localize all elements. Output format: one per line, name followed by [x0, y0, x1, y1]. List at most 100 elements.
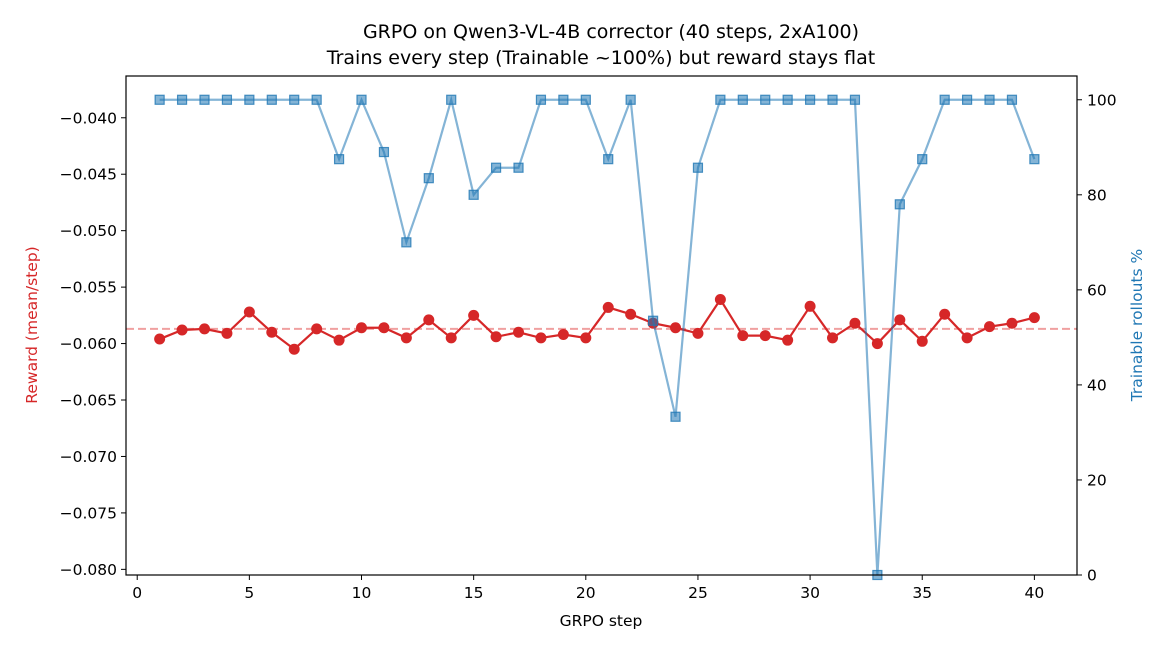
trainable-point — [984, 94, 995, 105]
reward-point — [490, 331, 502, 343]
trainable-point — [625, 94, 636, 105]
y-right-tick-label: 0 — [1087, 567, 1097, 585]
trainable-point — [939, 94, 950, 105]
trainable-point — [535, 94, 547, 105]
reward-point — [356, 322, 368, 334]
trainable-point — [266, 94, 277, 105]
trainable-point — [670, 411, 681, 422]
reward-point — [513, 326, 525, 338]
reward-point — [984, 321, 996, 333]
y-right-axis-label: Trainable rollouts % — [1128, 249, 1146, 403]
x-tick-label: 40 — [1025, 584, 1045, 602]
reward-point — [311, 323, 323, 335]
chart-title: GRPO on Qwen3-VL-4B corrector (40 steps,… — [363, 21, 859, 43]
reward-point — [221, 327, 233, 339]
reward-point — [468, 309, 480, 321]
y-left-tick-label: −0.050 — [60, 222, 117, 240]
reward-point — [849, 317, 861, 329]
reward-point — [266, 326, 278, 338]
reward-point — [916, 335, 928, 347]
trainable-point — [692, 162, 704, 173]
y-left-axis-label: Reward (mean/step) — [23, 246, 41, 403]
y-right-tick-label: 40 — [1087, 376, 1107, 394]
reward-point — [1006, 317, 1018, 329]
trainable-point — [356, 94, 367, 105]
reward-point — [580, 332, 592, 344]
x-tick-label: 20 — [576, 584, 596, 602]
x-tick-label: 5 — [244, 584, 254, 602]
x-tick-label: 10 — [352, 584, 372, 602]
trainable-point — [490, 162, 502, 173]
x-tick-label: 35 — [912, 584, 932, 602]
x-tick-label: 30 — [800, 584, 820, 602]
reward-point — [445, 332, 457, 344]
reward-point — [894, 314, 906, 326]
reward-point — [670, 322, 682, 334]
trainable-point — [311, 94, 322, 105]
trainable-point — [423, 173, 434, 184]
trainable-point — [401, 237, 412, 248]
reward-point — [625, 308, 637, 320]
trainable-series-line — [159, 95, 1036, 576]
reward-point — [782, 334, 794, 346]
reward-point — [557, 329, 569, 341]
y-left-tick-label: −0.065 — [60, 392, 117, 410]
reward-series-line — [159, 297, 1035, 351]
trainable-point — [961, 94, 973, 105]
reward-point — [692, 327, 704, 339]
reward-point — [243, 306, 255, 318]
reward-point — [378, 322, 390, 334]
reward-point — [400, 332, 412, 344]
y-left-tick-label: −0.040 — [60, 109, 117, 127]
y-left-tick-label: −0.045 — [60, 166, 117, 184]
reward-point — [535, 332, 547, 344]
reward-point — [154, 333, 166, 345]
y-left-tick-label: −0.070 — [60, 448, 117, 466]
reward-point — [737, 330, 749, 342]
reward-point — [714, 294, 726, 306]
trainable-point — [333, 154, 345, 165]
reward-point — [288, 343, 300, 355]
x-tick-label: 0 — [132, 584, 142, 602]
y-left-tick-label: −0.055 — [60, 279, 117, 297]
trainable-point — [446, 94, 457, 105]
trainable-point — [199, 94, 210, 105]
reward-point — [423, 314, 435, 326]
trainable-point — [1006, 94, 1018, 105]
axes: 0 5 10 15 20 25 30 35 40 −0.040 −0.045 −0.050 −0.055… — [60, 75, 1117, 602]
y-left-tick-label: −0.060 — [60, 335, 117, 353]
trainable-point — [558, 94, 569, 105]
reward-point — [176, 324, 188, 336]
trainable-point — [894, 199, 905, 210]
reward-point — [871, 338, 883, 350]
trainable-point — [468, 189, 479, 200]
y-right-tick-label: 20 — [1087, 471, 1107, 489]
trainable-point — [244, 94, 255, 105]
y-right-tick-label: 80 — [1087, 186, 1107, 204]
chart-subtitle: Trains every step (Trainable ~100%) but … — [326, 47, 875, 69]
trainable-point — [849, 94, 861, 105]
trainable-point — [289, 94, 300, 105]
trainable-point — [154, 94, 165, 105]
y-right-tick-label: 100 — [1087, 91, 1117, 109]
x-axis-label: GRPO step — [560, 612, 643, 630]
trainable-point — [737, 94, 748, 105]
trainable-point — [715, 94, 726, 105]
y-right-tick-label: 60 — [1087, 281, 1107, 299]
trainable-point — [378, 146, 390, 158]
trainable-point — [221, 94, 233, 105]
trainable-point — [782, 94, 793, 105]
reward-point — [333, 334, 345, 346]
reward-point — [961, 332, 973, 344]
plot-frame — [125, 75, 1078, 576]
reward-point — [804, 300, 816, 312]
x-tick-label: 15 — [464, 584, 484, 602]
trainable-point — [513, 162, 524, 173]
trainable-point — [917, 154, 928, 165]
reward-point — [827, 332, 839, 344]
reward-point — [602, 301, 614, 313]
reward-point — [939, 308, 951, 320]
trainable-point — [760, 94, 771, 105]
plot-area — [126, 94, 1077, 581]
